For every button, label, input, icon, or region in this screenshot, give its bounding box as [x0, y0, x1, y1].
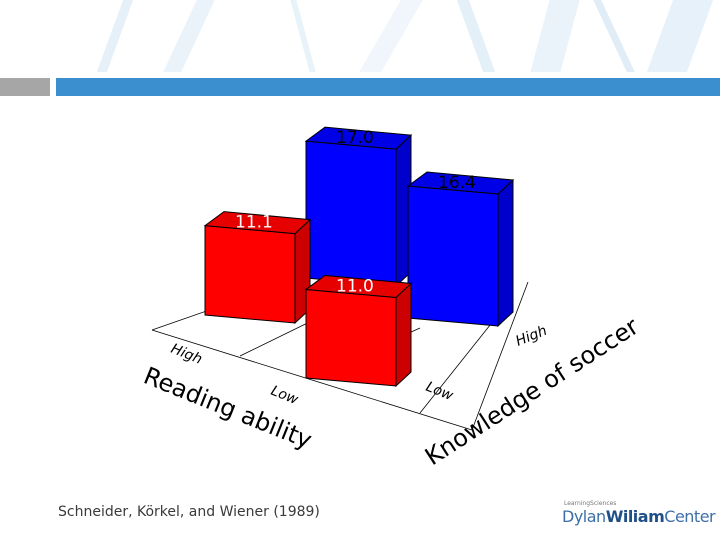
data-label-low-high: 16.4 — [438, 173, 476, 193]
data-label-high-high: 17.0 — [336, 128, 374, 148]
logo-dylan: Dylan — [562, 507, 606, 526]
bar-front-face — [407, 185, 499, 327]
accent-bar-left — [0, 78, 50, 96]
data-label-low-low: 11.0 — [336, 276, 374, 296]
bars — [203, 126, 515, 388]
logo-center: Center — [664, 507, 716, 526]
logo-wordmark: DylanWiliamCenter — [562, 507, 716, 526]
accent-bar-right — [56, 78, 720, 96]
bar-front-face — [305, 288, 397, 387]
logo-tagline: LearningSciences — [564, 500, 617, 507]
floor-edge-front — [151, 329, 473, 431]
bar-top-face — [304, 274, 413, 298]
citation: Schneider, Körkel, and Wiener (1989) — [58, 504, 320, 520]
bar-low-reading-high-knowledge — [406, 171, 515, 328]
bar-high-reading-high-knowledge — [304, 126, 413, 288]
tick-label-reading-low: Low — [269, 383, 301, 408]
data-label-high-low: 11.1 — [235, 213, 273, 233]
bar-front-face — [204, 225, 296, 324]
axis-title-reading: Reading ability — [140, 362, 316, 455]
tick-label-knowledge-low: Low — [424, 379, 456, 404]
bar-top-face — [304, 126, 413, 150]
tick-label-knowledge-high: High — [514, 323, 550, 350]
bar-low-reading-low-knowledge — [304, 274, 413, 388]
bar-top-face — [406, 171, 515, 195]
bar-side-face — [395, 282, 412, 388]
bar-top-face — [203, 211, 312, 235]
floor-edge-right — [471, 281, 529, 431]
bar-side-face — [497, 178, 514, 328]
bar-front-face — [305, 140, 397, 287]
dylan-wiliam-center-logo: LearningSciences DylanWiliamCenter — [562, 500, 716, 532]
logo-wiliam: Wiliam — [605, 507, 665, 526]
